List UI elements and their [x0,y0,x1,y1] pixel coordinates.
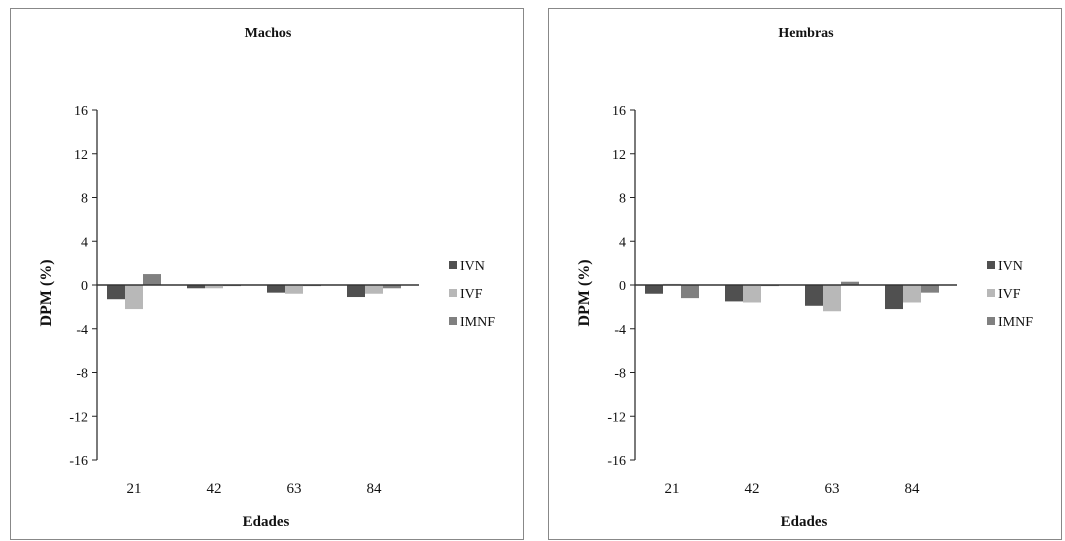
x-tick-label: 84 [905,481,921,497]
bar-imnf-21 [681,285,699,299]
y-tick-label: 16 [612,104,626,119]
x-tick-label: 84 [367,481,383,497]
y-tick-label: -16 [69,454,88,469]
bar-imnf-84 [921,285,939,293]
chart-panel-hembras: Hembras DPM (%) Edades 16 12 8 4 0 -4 -8 -12 -16… [548,8,1062,540]
legend-swatch-ivf [987,289,995,297]
bar-ivn-42 [725,285,743,302]
chart-panel-machos: Machos DPM (%) Edades 16 12 8 4 0 -4 -8 -12 -16 2… [10,8,524,540]
bar-ivn-21 [645,285,663,294]
x-tick-label: 42 [207,481,222,497]
y-tick-label: -8 [614,367,626,382]
legend-swatch-ivf [449,289,457,297]
y-tick-label: 12 [612,148,626,163]
bar-ivn-63 [805,285,823,306]
y-tick-label: 0 [81,279,88,294]
bar-imnf-84 [383,285,401,289]
y-tick-label: 4 [81,235,88,250]
y-tick-label: -4 [614,323,626,338]
y-tick-label: -4 [76,323,88,338]
x-tick-label: 63 [825,481,840,497]
bar-ivf-21 [125,285,143,310]
y-tick-label: -8 [76,367,88,382]
y-tick-label: -12 [69,410,88,425]
chart-svg-machos: Machos DPM (%) Edades 1612840-4-8-12-162… [38,26,495,530]
legend-label-ivf: IVF [998,287,1021,302]
chart-title: Hembras [778,26,834,41]
y-tick-label: -16 [607,454,626,469]
x-tick-label: 21 [127,481,142,497]
bar-ivf-84 [365,285,383,294]
bar-ivf-63 [285,285,303,294]
x-axis-label: Edades [781,514,828,530]
bar-ivn-84 [885,285,903,310]
bar-ivf-42 [743,285,761,303]
bar-ivf-63 [823,285,841,312]
y-tick-label: 8 [81,192,88,207]
x-tick-label: 42 [745,481,760,497]
x-tick-label: 21 [665,481,680,497]
legend-label-ivf: IVF [460,287,483,302]
bar-ivn-63 [267,285,285,293]
legend-swatch-ivn [987,261,995,269]
chart-title: Machos [245,26,292,41]
x-axis-label: Edades [243,514,290,530]
legend-swatch-ivn [449,261,457,269]
x-tick-label: 63 [287,481,302,497]
y-tick-label: 4 [619,235,626,250]
chart-svg-hembras: Hembras DPM (%) Edades 1612840-4-8-12-16… [576,26,1033,530]
y-tick-label: -12 [607,410,626,425]
legend-label-imnf: IMNF [460,315,495,330]
bar-ivn-21 [107,285,125,300]
legend: IVN IVF IMNF [449,259,495,330]
y-tick-label: 8 [619,192,626,207]
y-tick-label: 0 [619,279,626,294]
bar-imnf-21 [143,274,161,285]
bar-ivn-84 [347,285,365,298]
bar-ivf-42 [205,285,223,289]
y-axis-label: DPM (%) [38,259,55,326]
bar-ivn-42 [187,285,205,289]
legend-label-ivn: IVN [998,259,1023,274]
y-axis-label: DPM (%) [576,259,593,326]
legend-swatch-imnf [987,317,995,325]
legend-swatch-imnf [449,317,457,325]
y-tick-label: 12 [74,148,88,163]
legend-label-ivn: IVN [460,259,485,274]
legend-label-imnf: IMNF [998,315,1033,330]
y-tick-label: 16 [74,104,88,119]
legend: IVN IVF IMNF [987,259,1033,330]
bar-ivf-84 [903,285,921,303]
bar-imnf-63 [841,281,859,285]
